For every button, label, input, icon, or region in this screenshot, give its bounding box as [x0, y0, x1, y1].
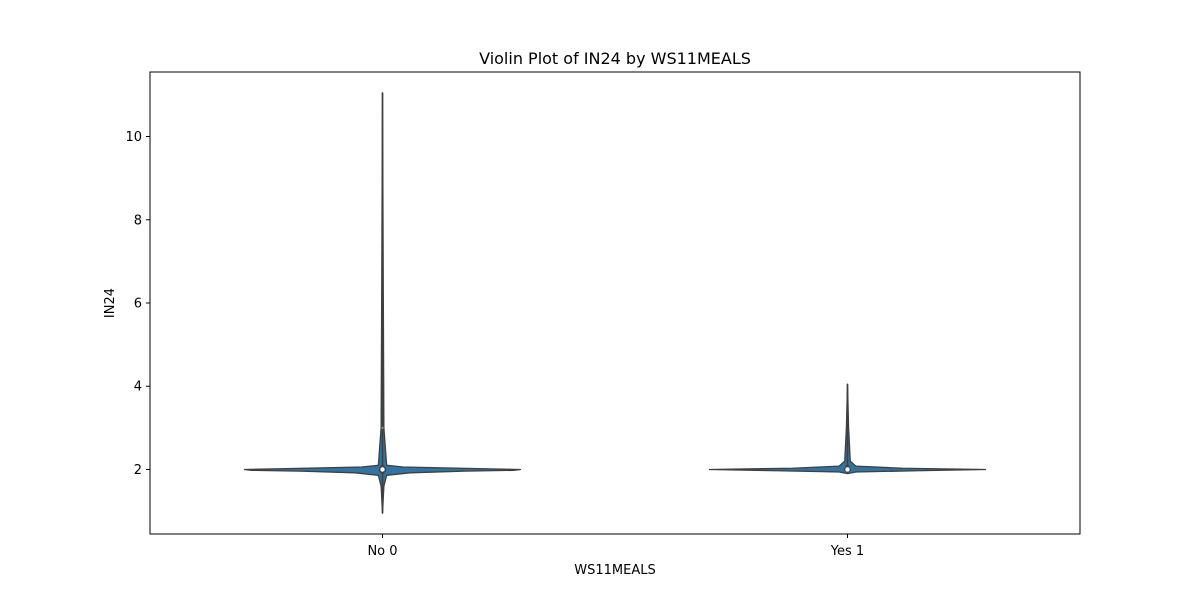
violin-layer	[243, 92, 987, 514]
x-tick-label: Yes 1	[830, 544, 864, 559]
chart-title: Violin Plot of IN24 by WS11MEALS	[479, 49, 751, 68]
x-axis-label: WS11MEALS	[574, 563, 655, 578]
violin-median-1	[845, 467, 850, 472]
violin-median-0	[380, 467, 385, 472]
y-tick-label: 8	[134, 213, 142, 228]
y-tick-label: 6	[134, 297, 142, 312]
y-tick-label: 10	[125, 130, 142, 145]
y-tick-label: 2	[134, 463, 142, 478]
x-axis-ticks: No 0 Yes 1	[367, 534, 864, 559]
y-axis-label: IN24	[103, 288, 118, 318]
x-tick-label: No 0	[367, 544, 397, 559]
y-tick-label: 4	[134, 380, 142, 395]
y-axis-ticks: 2 4 6 8 10	[125, 130, 150, 478]
plot-frame	[149, 71, 1081, 535]
violin-outlier-0	[381, 426, 384, 430]
